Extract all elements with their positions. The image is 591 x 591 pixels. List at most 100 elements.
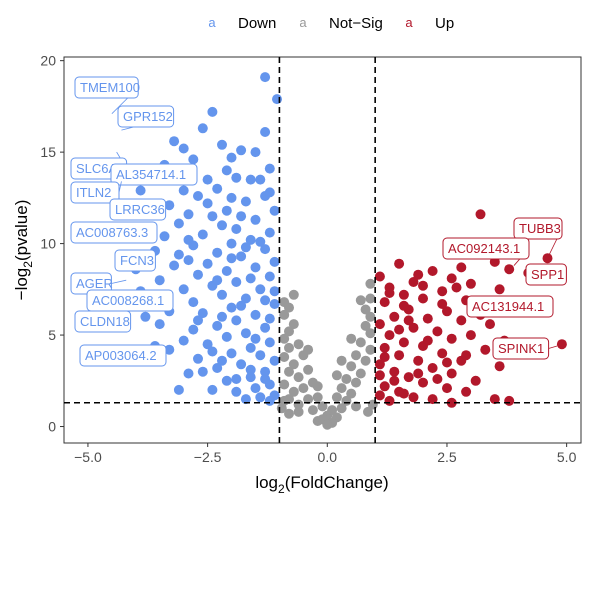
point-down-74 xyxy=(202,339,213,350)
point-down-10 xyxy=(188,154,199,165)
label-box xyxy=(525,263,567,286)
point-down-77 xyxy=(226,348,237,359)
point-up-50 xyxy=(379,381,390,392)
gene-label-ac092143-1: AC092143.1 xyxy=(442,237,530,266)
point-notsig-40 xyxy=(355,337,366,348)
y-axis: 0 5 10 15 20 xyxy=(40,53,64,435)
point-down-6 xyxy=(217,139,227,150)
point-up-37 xyxy=(480,344,491,355)
label-box xyxy=(513,217,563,240)
point-up-8 xyxy=(446,273,457,284)
label-box xyxy=(109,198,167,221)
point-down-55 xyxy=(255,284,266,295)
point-down-49 xyxy=(193,269,203,280)
point-down-98 xyxy=(140,311,151,322)
point-down-64 xyxy=(250,309,261,320)
label-box xyxy=(110,163,198,186)
point-up-16 xyxy=(418,293,428,304)
point-down-92 xyxy=(255,392,266,403)
point-down-79 xyxy=(193,353,203,364)
point-up-15 xyxy=(398,289,409,300)
point-down-24 xyxy=(221,205,232,216)
point-up-45 xyxy=(389,366,400,377)
point-notsig-36 xyxy=(346,361,357,372)
legend-label-0: Down xyxy=(238,15,276,32)
point-down-52 xyxy=(231,277,242,287)
legend-label-1: Not−Sig xyxy=(329,15,383,32)
point-down-104 xyxy=(217,311,227,322)
label-text: SPINK1 xyxy=(498,341,544,356)
gene-label-ac008268-1: AC008268.1 xyxy=(86,289,174,312)
point-up-68 xyxy=(451,282,462,293)
point-notsig-12 xyxy=(284,366,294,377)
point-down-3 xyxy=(197,123,208,134)
gene-label-ap003064-2: AP003064.2 xyxy=(79,344,167,367)
point-down-36 xyxy=(226,238,237,249)
point-down-0 xyxy=(260,72,271,83)
point-down-60 xyxy=(269,299,280,309)
legend: a Down a Not−Sig a Up xyxy=(208,15,454,32)
point-down-120 xyxy=(231,374,242,384)
gene-label-gpr152: GPR152 xyxy=(117,105,175,131)
point-up-63 xyxy=(437,299,448,309)
point-notsig-10 xyxy=(288,359,299,370)
point-up-40 xyxy=(413,355,424,366)
y-tick-label-2: 10 xyxy=(40,236,56,252)
x-tick-label-4: 5.0 xyxy=(557,449,577,465)
point-notsig-28 xyxy=(336,403,347,414)
point-up-5 xyxy=(427,266,438,276)
point-notsig-16 xyxy=(298,383,309,394)
point-down-47 xyxy=(250,262,261,273)
point-down-63 xyxy=(197,308,208,319)
x-tick-label-1: −2.5 xyxy=(194,449,222,465)
point-notsig-33 xyxy=(351,377,361,388)
point-down-119 xyxy=(245,364,256,375)
point-up-62 xyxy=(413,269,424,280)
point-up-36 xyxy=(379,342,390,353)
point-notsig-54 xyxy=(284,408,294,419)
point-up-49 xyxy=(418,377,428,388)
point-down-70 xyxy=(240,328,251,339)
point-up-30 xyxy=(384,330,395,341)
point-down-94 xyxy=(240,394,251,405)
point-down-96 xyxy=(197,366,208,377)
point-down-19 xyxy=(193,191,203,201)
point-up-44 xyxy=(494,361,505,372)
point-down-91 xyxy=(207,384,218,395)
label-box xyxy=(79,344,167,367)
label-box xyxy=(466,295,554,318)
label-box xyxy=(492,337,550,360)
point-down-66 xyxy=(154,319,165,330)
point-notsig-4 xyxy=(284,326,294,337)
point-down-9 xyxy=(226,152,237,163)
point-down-68 xyxy=(260,322,271,333)
point-down-67 xyxy=(212,320,223,331)
point-down-54 xyxy=(178,284,189,295)
point-down-124 xyxy=(212,275,223,286)
point-up-54 xyxy=(408,392,419,403)
gene-label-tmem100: TMEM100 xyxy=(74,76,140,114)
label-text: AC131944.1 xyxy=(472,299,544,314)
point-down-103 xyxy=(260,127,271,137)
point-notsig-42 xyxy=(360,320,371,331)
point-notsig-44 xyxy=(360,304,371,315)
point-down-110 xyxy=(226,253,237,264)
point-up-21 xyxy=(442,306,452,317)
point-down-105 xyxy=(236,300,247,311)
point-up-24 xyxy=(422,313,433,324)
label-text: AP003064.2 xyxy=(85,348,157,363)
point-down-57 xyxy=(240,293,251,304)
point-down-126 xyxy=(264,187,275,198)
label-box xyxy=(74,76,139,99)
point-up-78 xyxy=(418,280,428,291)
point-down-115 xyxy=(173,249,184,260)
point-up-64 xyxy=(384,288,395,298)
point-notsig-46 xyxy=(365,278,376,289)
point-up-6 xyxy=(504,264,515,275)
point-down-18 xyxy=(178,185,189,196)
point-up-79 xyxy=(442,357,452,368)
point-up-48 xyxy=(470,375,481,386)
point-up-71 xyxy=(413,368,424,379)
point-down-84 xyxy=(183,368,194,379)
point-down-25 xyxy=(269,205,280,216)
